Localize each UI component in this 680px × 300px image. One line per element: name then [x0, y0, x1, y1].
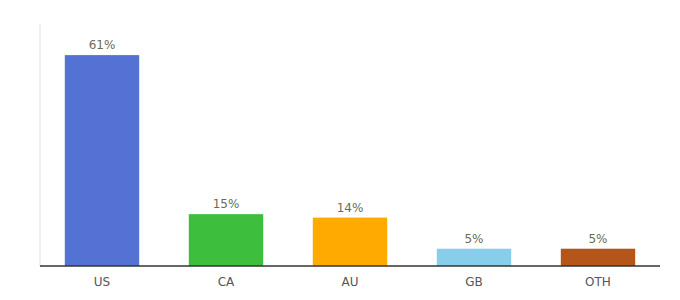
x-axis-line [40, 265, 660, 267]
x-tick-label: CA [218, 275, 235, 289]
data-label: 14% [337, 201, 364, 215]
bar [561, 249, 635, 266]
bar [437, 249, 511, 266]
y-axis-line [40, 24, 41, 266]
bar [313, 218, 387, 266]
chart-svg: 61% 15% 14% 5% 5% US CA AU GB OTH [0, 0, 680, 300]
data-labels: 61% 15% 14% 5% 5% [89, 38, 608, 246]
bar [189, 214, 263, 266]
data-label: 5% [588, 232, 607, 246]
data-label: 15% [213, 197, 240, 211]
x-tick-label: OTH [585, 275, 611, 289]
bars [65, 55, 635, 266]
page: {"chart_data": {"type": "bar", "categori… [0, 0, 680, 300]
x-tick-label: GB [465, 275, 483, 289]
data-label: 5% [464, 232, 483, 246]
data-label: 61% [89, 38, 116, 52]
bar [65, 55, 139, 266]
x-tick-label: US [94, 275, 110, 289]
chart-container: 61% 15% 14% 5% 5% US CA AU GB OTH [0, 0, 680, 300]
x-tick-labels: US CA AU GB OTH [94, 275, 611, 289]
x-tick-label: AU [342, 275, 359, 289]
